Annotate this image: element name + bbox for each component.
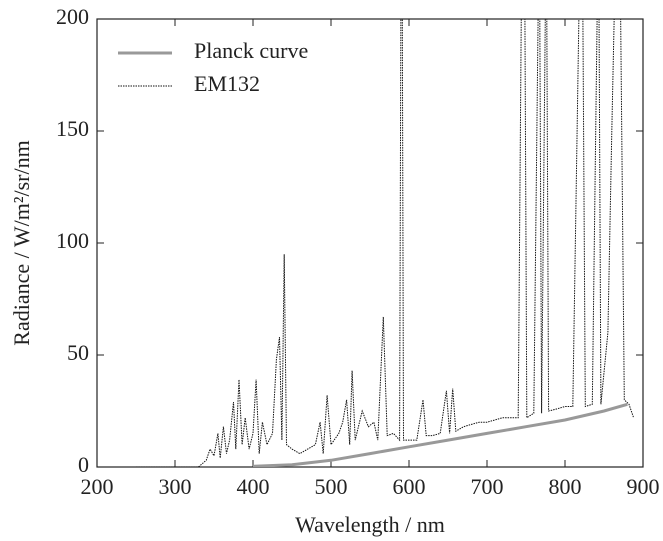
x-tick-label: 500: [315, 474, 348, 499]
y-axis-label: Radiance / W/m²/sr/nm: [9, 140, 34, 345]
legend-label: Planck curve: [194, 38, 308, 63]
legend-label: EM132: [194, 71, 260, 96]
x-tick-label: 600: [393, 474, 426, 499]
plot-area: [136, 19, 635, 467]
x-axis-label: Wavelength / nm: [295, 512, 445, 537]
plot-frame: [96, 18, 644, 468]
y-tick-label: 0: [78, 452, 89, 477]
x-tick-label: 200: [81, 474, 114, 499]
series-line: [136, 19, 635, 467]
y-tick-label: 200: [56, 4, 89, 29]
x-tick-label: 900: [627, 474, 660, 499]
y-tick-label: 50: [67, 340, 89, 365]
x-tick-label: 400: [237, 474, 270, 499]
series-line: [252, 402, 628, 467]
y-tick-label: 150: [56, 116, 89, 141]
x-tick-label: 800: [549, 474, 582, 499]
y-tick-label: 100: [56, 228, 89, 253]
x-tick-label: 300: [159, 474, 192, 499]
x-tick-label: 700: [471, 474, 504, 499]
